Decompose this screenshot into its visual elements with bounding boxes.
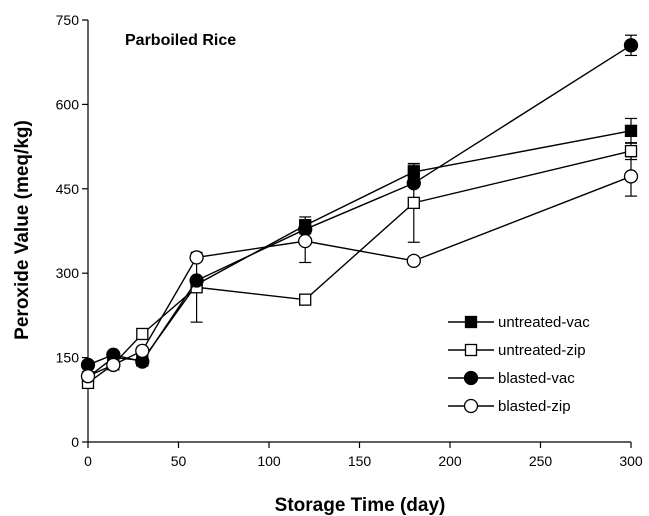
- x-axis-title: Storage Time (day): [275, 495, 446, 516]
- legend-label: untreated-vac: [498, 314, 590, 331]
- legend-marker: [463, 370, 479, 386]
- y-tick-label: 300: [56, 265, 80, 281]
- data-point: [80, 369, 96, 384]
- legend-marker: [464, 315, 478, 329]
- legend-marker: [463, 398, 479, 414]
- data-point: [624, 124, 638, 137]
- data-point: [298, 233, 313, 249]
- chart-title: Parboiled Rice: [125, 32, 236, 49]
- data-point: [407, 196, 420, 210]
- series-layer: [80, 34, 639, 390]
- y-tick-label: 150: [56, 350, 80, 366]
- x-tick-label: 100: [257, 453, 281, 469]
- data-point: [189, 273, 204, 288]
- legend-label: blasted-zip: [498, 398, 571, 415]
- x-tick-label: 50: [171, 453, 187, 469]
- x-tick-label: 150: [348, 453, 372, 469]
- data-point: [135, 343, 150, 358]
- data-point: [106, 357, 121, 373]
- axes: 0 150 300 450 600 750 0 50 100 150 200 250 300: [56, 12, 643, 469]
- x-tick-label: 250: [529, 453, 553, 469]
- data-point: [406, 176, 421, 191]
- x-tick-label: 200: [438, 453, 462, 469]
- y-tick-label: 0: [71, 434, 79, 450]
- legend-item: blasted-zip: [448, 398, 571, 415]
- legend-item: untreated-vac: [448, 314, 590, 331]
- y-axis-title: Peroxide Value (meq/kg): [12, 120, 33, 340]
- data-point: [623, 38, 639, 53]
- data-point: [189, 250, 204, 265]
- legend-marker: [464, 343, 478, 357]
- x-tick-label: 0: [84, 453, 92, 469]
- series-line: [87, 130, 632, 378]
- legend: untreated-vac untreated-zip blasted-vac bla…: [448, 314, 590, 415]
- x-tick-label: 300: [619, 453, 643, 469]
- legend-label: untreated-zip: [498, 342, 586, 359]
- data-point: [136, 327, 149, 341]
- legend-item: untreated-zip: [448, 342, 586, 359]
- y-tick-label: 750: [56, 12, 80, 28]
- y-tick-label: 450: [56, 181, 80, 197]
- legend-label: blasted-vac: [498, 370, 575, 387]
- legend-item: blasted-vac: [448, 370, 575, 387]
- data-point: [624, 144, 638, 158]
- data-point: [299, 293, 312, 306]
- data-point: [406, 253, 421, 268]
- y-tick-label: 600: [56, 96, 80, 112]
- series-blasted-vac: [80, 34, 639, 373]
- series-blasted-zip: [80, 156, 639, 384]
- data-point: [623, 169, 639, 184]
